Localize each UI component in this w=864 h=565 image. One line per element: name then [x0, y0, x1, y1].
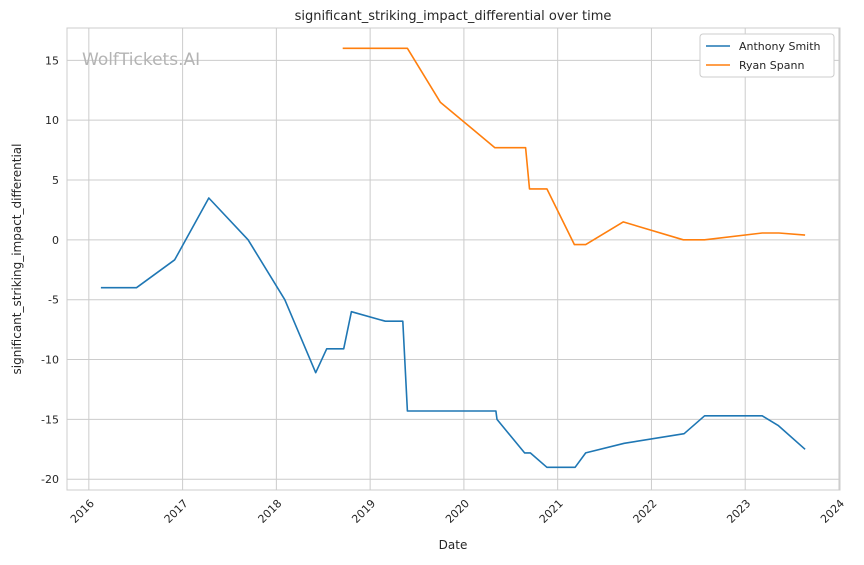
y-tick-label: -10	[41, 354, 59, 367]
x-tick-label: 2024	[818, 497, 847, 526]
x-tick-label: 2018	[256, 497, 285, 526]
legend-label-ryan-spann: Ryan Spann	[739, 59, 804, 72]
watermark: WolfTickets.AI	[82, 50, 200, 70]
x-tick-label: 2019	[349, 497, 378, 526]
series-line-anthony-smith	[100, 197, 806, 469]
x-tick-label: 2022	[631, 497, 660, 526]
chart-title: significant_striking_impact_differential…	[295, 9, 612, 24]
y-tick-label: 10	[45, 114, 59, 127]
legend-label-anthony-smith: Anthony Smith	[739, 40, 821, 53]
x-tick-label: 2023	[724, 497, 753, 526]
series-line-ryan-spann	[342, 47, 806, 246]
series-lines	[100, 47, 806, 469]
y-tick-label: 15	[45, 54, 59, 67]
x-tick-label: 2021	[537, 497, 566, 526]
y-tick-label: -20	[41, 473, 59, 486]
grid	[67, 28, 840, 490]
x-tick-label: 2020	[443, 497, 472, 526]
x-tick-label: 2016	[68, 497, 97, 526]
y-tick-label: 0	[52, 234, 59, 247]
x-axis-label: Date	[439, 538, 468, 552]
legend: Anthony Smith Ryan Spann	[699, 33, 835, 78]
y-axis-label: significant_striking_impact_differential	[10, 144, 24, 375]
x-tick-label: 2017	[162, 497, 191, 526]
y-tick-label: 5	[52, 174, 59, 187]
y-tick-label: -15	[41, 413, 59, 426]
y-tick-label: -5	[48, 294, 59, 307]
plot-area	[66, 27, 841, 491]
